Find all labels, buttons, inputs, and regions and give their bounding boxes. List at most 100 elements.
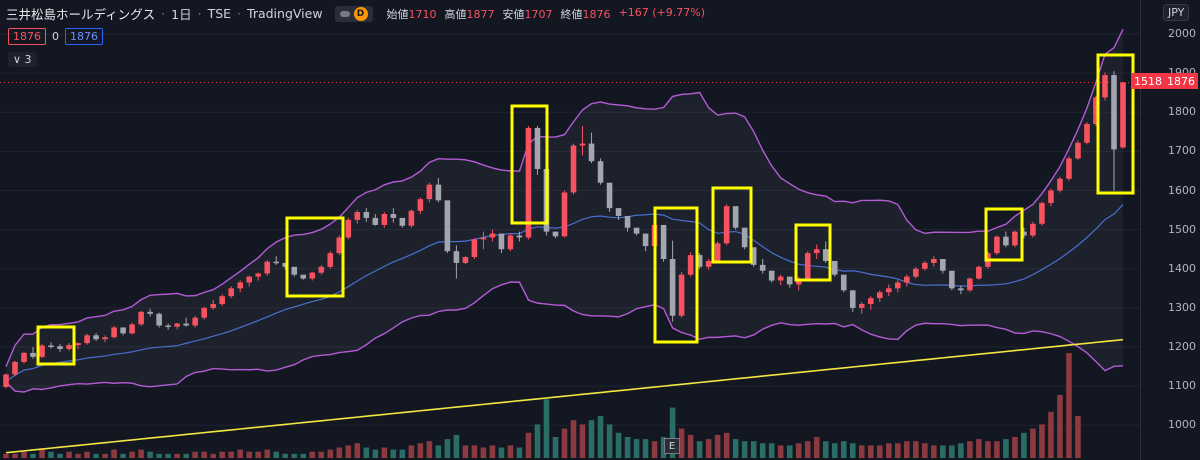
candle-body [949, 270, 955, 289]
price-tick-label: 2000 [1168, 27, 1196, 40]
candle-body [696, 255, 703, 267]
candle-body [210, 303, 216, 308]
candle-body [444, 200, 451, 252]
volume-bar [255, 451, 262, 458]
candle-body [489, 233, 496, 238]
candle-body [1084, 123, 1090, 143]
candle-body [967, 278, 973, 291]
volume-bar [228, 451, 234, 458]
candle-body [1012, 231, 1018, 246]
volume-bar [723, 432, 730, 458]
candle-body [174, 323, 180, 327]
candle-body [102, 337, 108, 340]
candle-body [498, 233, 505, 250]
candle-body [219, 296, 225, 304]
candle-body [768, 270, 775, 281]
volume-bar [633, 439, 640, 458]
exchange-label: TSE [207, 6, 232, 21]
volume-bar [795, 443, 802, 458]
volume-bar [1021, 432, 1027, 458]
volume-bar [642, 439, 649, 458]
highlight-box [653, 206, 699, 344]
volume-bar [192, 451, 198, 458]
volume-bar [1066, 353, 1072, 458]
candle-body [282, 262, 289, 267]
candle-body [381, 213, 388, 225]
candle-body [435, 184, 442, 201]
candle-body [1003, 236, 1009, 246]
earnings-marker[interactable]: E [664, 438, 680, 454]
open-label: 始値 [386, 7, 409, 21]
volume-bar [156, 453, 162, 458]
volume-bar [669, 407, 676, 458]
volume-bar [111, 449, 117, 458]
highlight-box [984, 207, 1024, 262]
candle-body [561, 192, 568, 237]
volume-bar [462, 445, 469, 458]
volume-bar [444, 439, 451, 458]
candle-body [813, 249, 820, 254]
volume-bar [840, 441, 847, 458]
volume-bar [660, 437, 667, 458]
highlight-box [285, 216, 345, 298]
volume-bar [651, 441, 658, 458]
volume-bar [237, 449, 244, 458]
volume-bar [913, 441, 919, 458]
candle-body [1075, 142, 1081, 159]
candle-body [1120, 82, 1126, 148]
market-status-badge[interactable]: D [334, 5, 373, 22]
price-tick-label: 1300 [1168, 300, 1196, 314]
candle-body [372, 217, 379, 225]
interval-label[interactable]: 1日 [171, 7, 192, 22]
volume-bar [570, 420, 577, 458]
symbol-name[interactable]: 三井松島ホールディングス [6, 7, 156, 22]
indicator-red-value: 1876 [8, 28, 46, 45]
volume-bar [93, 453, 99, 458]
candle-body [579, 143, 586, 146]
highlight-box [510, 104, 549, 225]
candle-body [840, 274, 847, 291]
candle-body [642, 233, 649, 247]
volume-bar [282, 453, 289, 458]
candle-body [291, 266, 298, 275]
candle-body [462, 257, 469, 263]
volume-bar [165, 453, 171, 458]
candle-body [57, 346, 63, 349]
currency-selector[interactable]: JPY [1163, 4, 1190, 21]
candle-body [759, 264, 766, 271]
volume-bar [750, 441, 757, 458]
volume-bar [291, 453, 298, 458]
candle-body [858, 303, 865, 308]
volume-bar [417, 443, 424, 458]
volume-bar [309, 451, 316, 458]
volume-bar [1075, 416, 1081, 458]
candle-body [534, 127, 541, 169]
collapse-indicators-button[interactable]: ∨ 3 [8, 52, 37, 67]
candle-body [228, 288, 234, 297]
candle-body [237, 282, 244, 289]
price-tick-label: 1000 [1168, 418, 1196, 432]
volume-bar [75, 453, 81, 458]
volume-bar [507, 445, 514, 458]
volume-bar [534, 424, 541, 458]
volume-bar [615, 432, 622, 458]
close-value: 1876 [582, 7, 611, 21]
candle-body [660, 224, 667, 259]
volume-bar [931, 445, 937, 458]
candle-body [588, 143, 595, 162]
volume-bar [768, 443, 775, 458]
volume-bar [849, 443, 856, 458]
volume-bar [120, 453, 126, 458]
candle-body [21, 352, 27, 362]
candle-body [831, 260, 838, 275]
volume-bar [804, 441, 811, 458]
candle-body [201, 307, 207, 318]
volume-bar [976, 439, 982, 458]
candle-body [399, 217, 406, 226]
bollinger-lower-line [5, 281, 1124, 393]
volume-bar [967, 441, 973, 458]
interval-badge: D [353, 6, 368, 21]
candle-body [318, 266, 325, 273]
volume-bar [363, 447, 370, 458]
